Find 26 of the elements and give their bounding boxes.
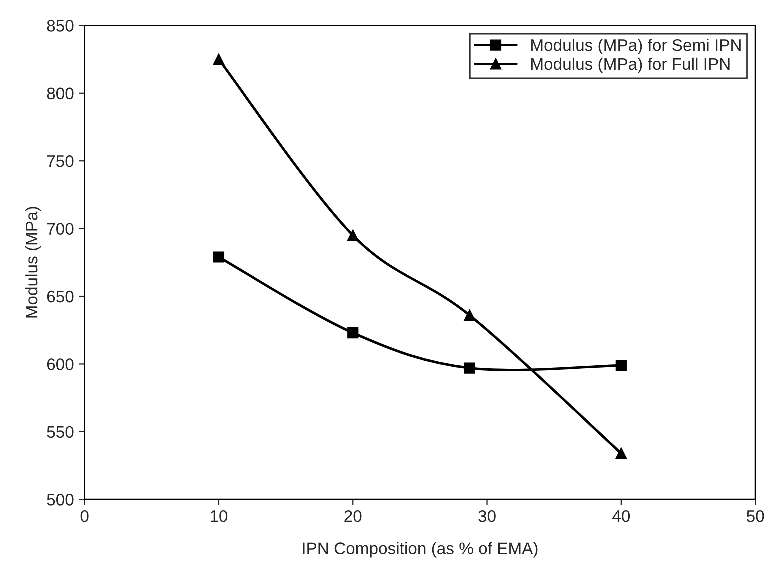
point [348, 328, 359, 339]
x-tick-label: 10 [210, 510, 228, 522]
point [464, 362, 476, 374]
x-tick-label: 30 [478, 510, 496, 522]
x-tick-label: 40 [612, 510, 630, 522]
y-tick-label: 550 [47, 426, 74, 438]
y-tick-label: 650 [47, 290, 74, 303]
point [213, 54, 225, 66]
legend-label: Modulus (MPa) for Semi IPN [532, 39, 741, 55]
point [213, 252, 225, 263]
point [464, 310, 476, 322]
y-tick-label: 750 [47, 156, 74, 168]
point [616, 360, 627, 372]
legend-label: Modulus (MPa) for Full IPN [532, 58, 730, 74]
y-tick-label: 700 [47, 223, 74, 236]
x-axis-title: IPN Composition (as % of EMA) [303, 542, 538, 558]
x-tick-label: 20 [344, 510, 362, 522]
y-axis-title: Modulus (MPa) [25, 207, 42, 318]
y-tick-label: 850 [47, 20, 74, 32]
x-tick-label: 0 [80, 510, 89, 522]
point [616, 448, 627, 460]
y-tick-label: 800 [47, 88, 74, 100]
y-tick-label: 500 [47, 494, 74, 506]
x-tick-label: 50 [746, 510, 764, 522]
point [348, 230, 359, 242]
y-tick-label: 600 [47, 358, 74, 370]
